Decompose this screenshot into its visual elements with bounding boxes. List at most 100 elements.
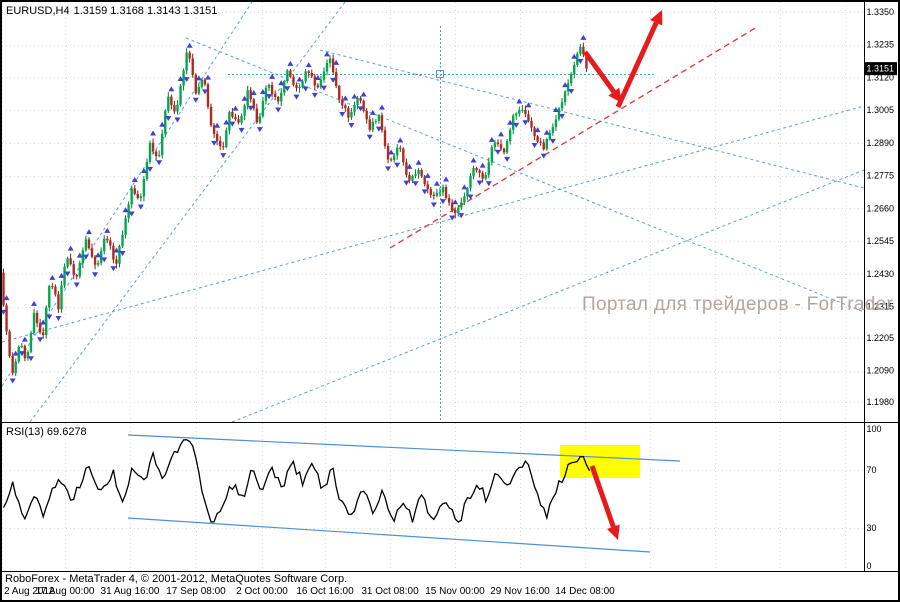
- fractal-up-icon: [131, 176, 138, 182]
- candle: [377, 115, 381, 121]
- candle: [81, 250, 85, 264]
- fractal-down-icon: [293, 94, 300, 100]
- fractal-up-icon: [76, 252, 83, 258]
- fractal-up-icon: [516, 98, 523, 104]
- symbol-period-label: EURUSD,H4: [6, 5, 70, 17]
- candle: [96, 262, 100, 265]
- candle: [405, 162, 408, 175]
- candle: [423, 176, 426, 185]
- fractal-down-icon: [37, 337, 44, 343]
- rsi-indicator-chart[interactable]: 100 70 30 0: [2, 423, 898, 571]
- candle: [103, 238, 106, 252]
- price-axis-label: 1.2660: [867, 203, 895, 213]
- candle: [182, 70, 185, 86]
- fractal-up-icon: [287, 60, 294, 66]
- candle: [197, 86, 201, 94]
- time-axis-label: 31 Aug 16:00: [100, 586, 160, 597]
- candle: [313, 76, 317, 86]
- candle: [14, 361, 17, 374]
- candle: [26, 351, 30, 359]
- pane-splitter[interactable]: [2, 422, 898, 423]
- candle: [289, 70, 292, 77]
- rsi-channel-line[interactable]: [127, 434, 681, 462]
- candle: [542, 142, 545, 150]
- rsi-value: 69.6278: [46, 426, 87, 438]
- candle: [17, 346, 20, 362]
- fractal-up-icon: [461, 184, 468, 190]
- fractal-up-icon: [232, 105, 239, 111]
- time-axis-label: 31 Oct 08:00: [361, 586, 419, 597]
- candle: [298, 86, 301, 89]
- fractal-down-icon: [540, 153, 547, 159]
- candle: [420, 169, 423, 177]
- fractal-down-icon: [220, 153, 227, 159]
- trendline[interactable]: [2, 2, 253, 387]
- fractal-up-icon: [278, 80, 285, 86]
- candle: [51, 286, 54, 288]
- fractal-up-icon: [250, 90, 257, 96]
- candle: [338, 85, 341, 100]
- price-axis-label: 1.2090: [867, 366, 895, 376]
- candle: [2, 272, 5, 306]
- trendline[interactable]: [2, 105, 865, 343]
- trendline[interactable]: [185, 37, 865, 313]
- candle: [322, 71, 326, 80]
- candle: [411, 175, 414, 181]
- trendline[interactable]: [319, 49, 865, 189]
- trendline[interactable]: [231, 169, 865, 422]
- candle: [185, 52, 188, 71]
- fractal-down-icon: [156, 160, 163, 166]
- fractal-down-icon: [320, 85, 327, 91]
- rsi-name: RSI(13): [6, 426, 44, 438]
- candle: [472, 168, 475, 176]
- fractal-up-icon: [497, 131, 504, 137]
- candle: [548, 132, 552, 140]
- fractal-up-icon: [433, 180, 440, 186]
- candle: [569, 73, 573, 84]
- fractal-down-icon: [568, 89, 575, 95]
- fractal-up-icon: [85, 229, 92, 235]
- fractal-down-icon: [577, 58, 584, 64]
- candle: [72, 264, 75, 275]
- footer: RoboForex - MetaTrader 4, © 2001-2012, M…: [2, 572, 898, 600]
- price-axis-label: 1.2775: [867, 171, 895, 181]
- fractal-down-icon: [357, 106, 364, 112]
- fractal-up-icon: [351, 93, 358, 99]
- rsi-scale-label: 0: [867, 561, 872, 571]
- fractal-up-icon: [122, 207, 129, 213]
- candle: [5, 305, 8, 332]
- fractal-up-icon: [571, 53, 578, 59]
- fractal-down-icon: [458, 213, 465, 219]
- candle: [454, 209, 457, 213]
- pane-splitter-bottom[interactable]: [2, 571, 898, 572]
- candle: [29, 332, 33, 352]
- candle: [380, 115, 384, 131]
- candle: [106, 238, 109, 241]
- copyright-text: RoboForex - MetaTrader 4, © 2001-2012, M…: [5, 573, 348, 585]
- price-chart[interactable]: 1.3350 1.3235 1.3120 1.3005 1.2890 1.2775 1.26…: [2, 2, 898, 422]
- candle: [283, 80, 286, 93]
- fractal-down-icon: [211, 140, 218, 146]
- fractal-up-icon: [424, 172, 431, 178]
- fractal-down-icon: [330, 77, 337, 83]
- price-axis-label: 1.3120: [867, 72, 895, 82]
- fractal-up-icon: [342, 95, 349, 101]
- rsi-channel-line[interactable]: [127, 517, 651, 553]
- forecast-trendline[interactable]: [389, 26, 758, 249]
- candle: [115, 259, 118, 264]
- fractal-down-icon: [9, 378, 16, 384]
- price-axis-label: 1.3005: [867, 105, 895, 115]
- candle: [414, 174, 417, 176]
- candle: [386, 145, 390, 160]
- forecast-arrow-head: [608, 87, 622, 103]
- candle: [396, 147, 399, 156]
- fractal-down-icon: [513, 122, 520, 128]
- fractal-up-icon: [415, 159, 422, 165]
- candle: [41, 332, 45, 336]
- fractal-down-icon: [192, 97, 199, 103]
- candle: [417, 169, 420, 175]
- fractal-up-icon: [296, 76, 303, 82]
- candle: [334, 72, 338, 86]
- candle: [273, 94, 277, 97]
